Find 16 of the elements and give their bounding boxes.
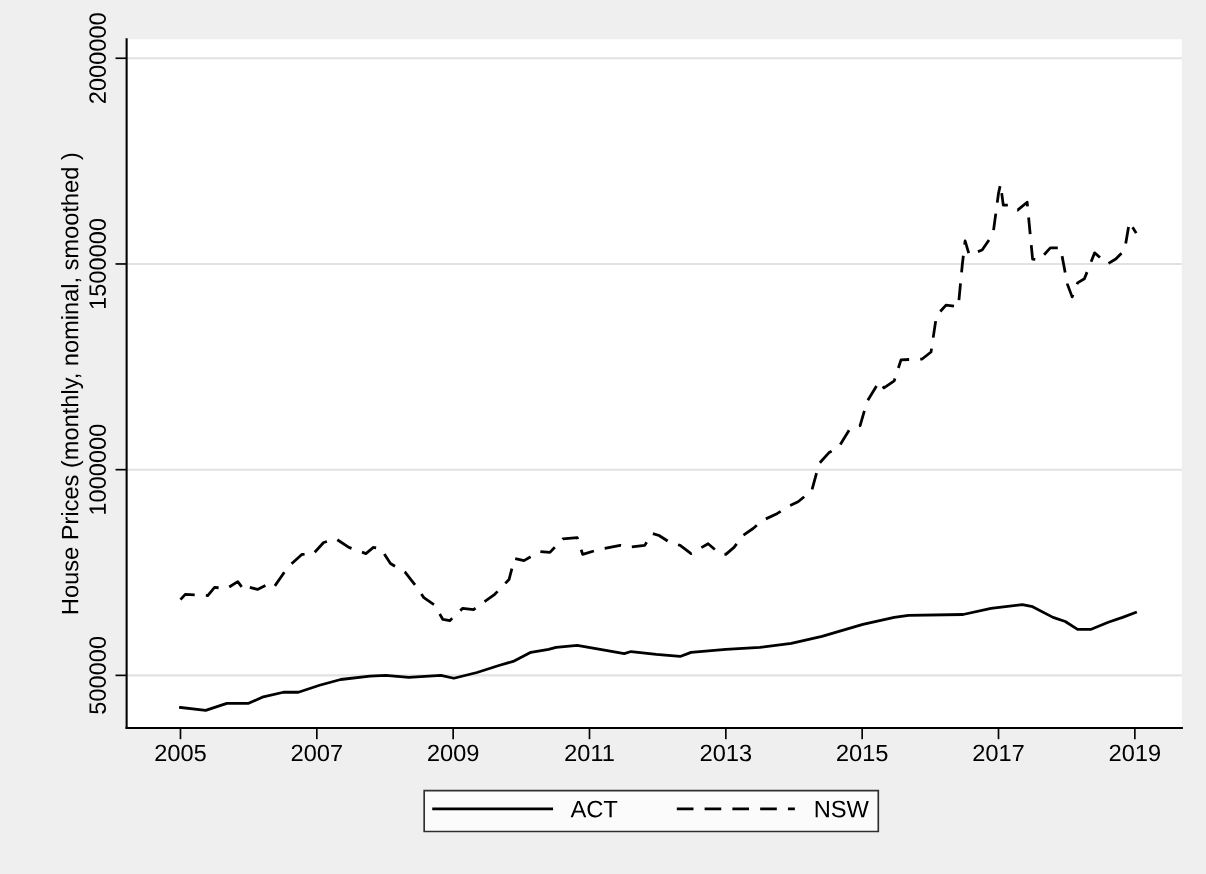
x-tick-label: 2011 bbox=[565, 744, 614, 762]
x-tick-label: 2017 bbox=[973, 744, 1024, 762]
x-tick-label: 2007 bbox=[291, 744, 342, 762]
legend-label: ACT bbox=[570, 800, 618, 818]
text: NSW bbox=[815, 800, 869, 818]
x-tick-label: 2015 bbox=[837, 744, 888, 762]
x-tick-label: 2013 bbox=[700, 744, 752, 762]
x-tick-label: 2005 bbox=[155, 744, 206, 762]
x-tick-label: 2009 bbox=[428, 744, 479, 762]
y-axis-title: House Prices (monthly, nominal, smoothed ) bbox=[61, 153, 84, 614]
y-tick-label: 1500000 bbox=[89, 218, 106, 309]
y-tick-label: 2000000 bbox=[89, 13, 106, 104]
y-tick-label: 1000000 bbox=[89, 424, 106, 514]
x-tick-label: 2019 bbox=[1109, 744, 1160, 762]
y-tick-label: 500000 bbox=[89, 636, 106, 714]
line-series bbox=[179, 603, 1137, 712]
